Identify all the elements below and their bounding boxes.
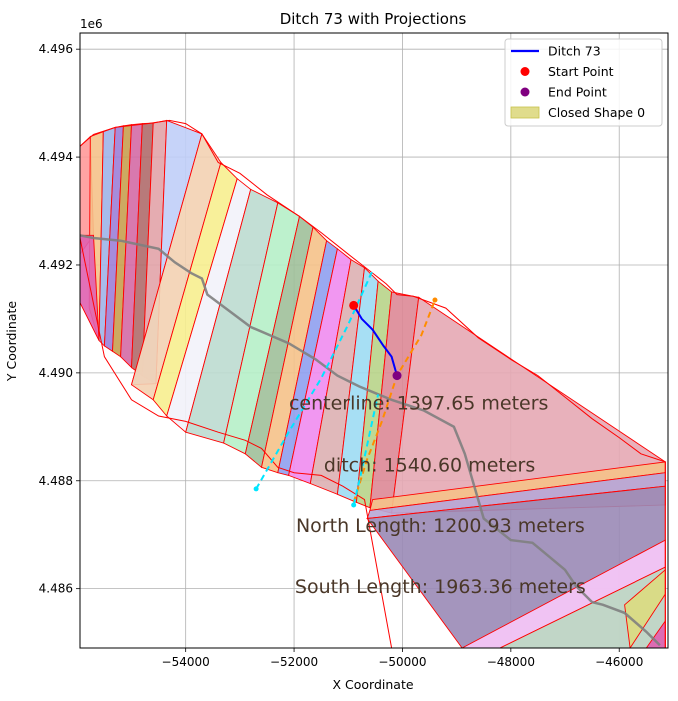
legend-label: Closed Shape 0	[548, 105, 645, 120]
ditch-layer	[349, 300, 402, 381]
data-layer	[80, 119, 666, 648]
legend: Ditch 73 Start Point End Point Closed Shape…	[504, 38, 663, 127]
legend-label: Start Point	[548, 64, 614, 79]
y-tick-label: 4.492	[39, 258, 73, 272]
legend-label: Ditch 73	[548, 44, 601, 59]
x-tick-label: −50000	[378, 655, 426, 669]
y-tick-label: 4.488	[39, 474, 73, 488]
annotation-text: South Length: 1963.36 meters	[295, 576, 586, 598]
legend-label: End Point	[548, 85, 607, 100]
centerline-path	[80, 234, 661, 647]
centerline-layer	[80, 234, 661, 647]
x-tick-label: −48000	[487, 655, 535, 669]
south-projection-line-2	[352, 394, 380, 506]
legend-marker-swatch	[520, 87, 530, 97]
grid-layer	[80, 33, 668, 648]
x-tick-label: −52000	[270, 655, 318, 669]
x-tick-label: −54000	[162, 655, 210, 669]
annotations-layer: centerline: 1397.65 meters ditch: 1540.60…	[289, 393, 586, 598]
south-projection-point	[253, 486, 259, 492]
legend-patch-swatch	[510, 106, 540, 119]
y-tick-label: 4.490	[39, 366, 73, 380]
outline-layer	[80, 119, 666, 648]
y-tick-label: 4.486	[39, 582, 73, 596]
annotation-text: North Length: 1200.93 meters	[296, 515, 585, 537]
annotation-text: ditch: 1540.60 meters	[324, 455, 535, 477]
plot-area: centerline: 1397.65 meters ditch: 1540.60…	[39, 32, 669, 669]
tick-layer: −54000 −52000 −50000 −48000 −46000 4.486 4.488…	[39, 42, 644, 669]
y-offset-label: 1e6	[80, 17, 103, 31]
start-point-marker	[349, 300, 359, 310]
strips-layer	[80, 119, 666, 648]
legend-marker-swatch	[520, 67, 530, 76]
plot-frame	[79, 32, 669, 649]
region-outline	[80, 119, 666, 648]
y-tick-label: 4.494	[39, 150, 73, 164]
north-projection-point	[432, 297, 438, 303]
annotation-text: centerline: 1397.65 meters	[289, 393, 549, 415]
strip-polygon	[499, 566, 666, 648]
x-axis-label: X Coordinate	[332, 677, 413, 692]
chart-title: Ditch 73 with Projections	[280, 10, 467, 28]
y-tick-label: 4.496	[39, 42, 73, 56]
projection-layer	[253, 269, 438, 508]
ditch-line	[352, 304, 398, 376]
x-tick-label: −46000	[595, 655, 643, 669]
south-projection-point	[351, 502, 357, 508]
end-point-marker	[392, 371, 402, 381]
y-axis-label: Y Coordinate	[4, 301, 19, 382]
strip-polygon	[645, 619, 666, 648]
south-projection-line	[255, 269, 374, 490]
legend-box	[504, 38, 663, 127]
